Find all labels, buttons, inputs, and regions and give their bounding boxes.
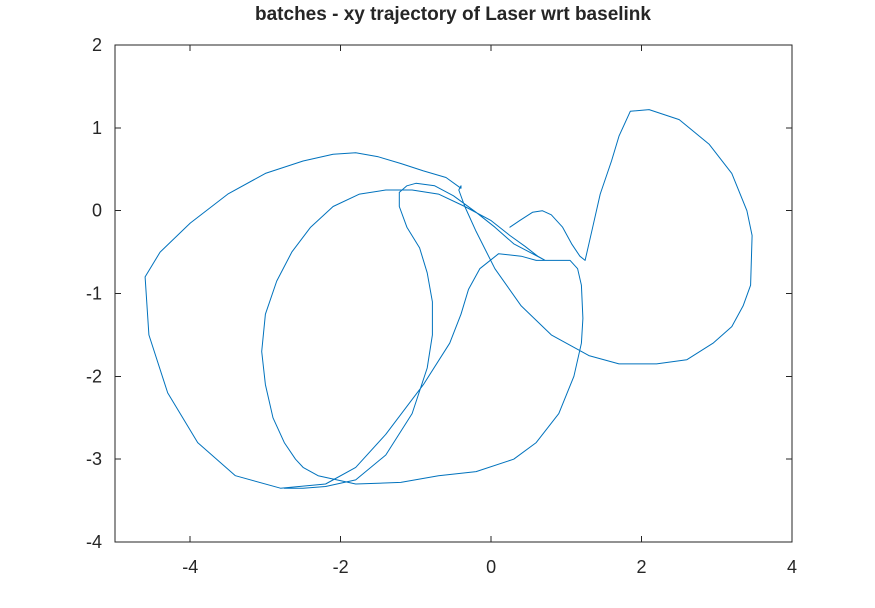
y-tick-label: -3 (86, 449, 102, 469)
series-layer (144, 109, 753, 489)
y-tick-label: -1 (86, 284, 102, 304)
trajectory-line (144, 109, 753, 489)
x-tick-label: 0 (486, 557, 496, 577)
y-tick-label: 0 (92, 201, 102, 221)
x-tick-label: 4 (787, 557, 797, 577)
x-axis: -4 -2 0 2 4 (182, 45, 797, 577)
y-axis: 2 1 0 -1 -2 -3 -4 (86, 35, 792, 552)
x-tick-label: -4 (182, 557, 198, 577)
y-tick-label: -2 (86, 366, 102, 386)
x-tick-label: 2 (637, 557, 647, 577)
chart-title: batches - xy trajectory of Laser wrt bas… (255, 4, 651, 25)
y-tick-label: 2 (92, 35, 102, 55)
y-tick-label: 1 (92, 118, 102, 138)
x-tick-label: -2 (333, 557, 349, 577)
y-tick-label: -4 (86, 532, 102, 552)
